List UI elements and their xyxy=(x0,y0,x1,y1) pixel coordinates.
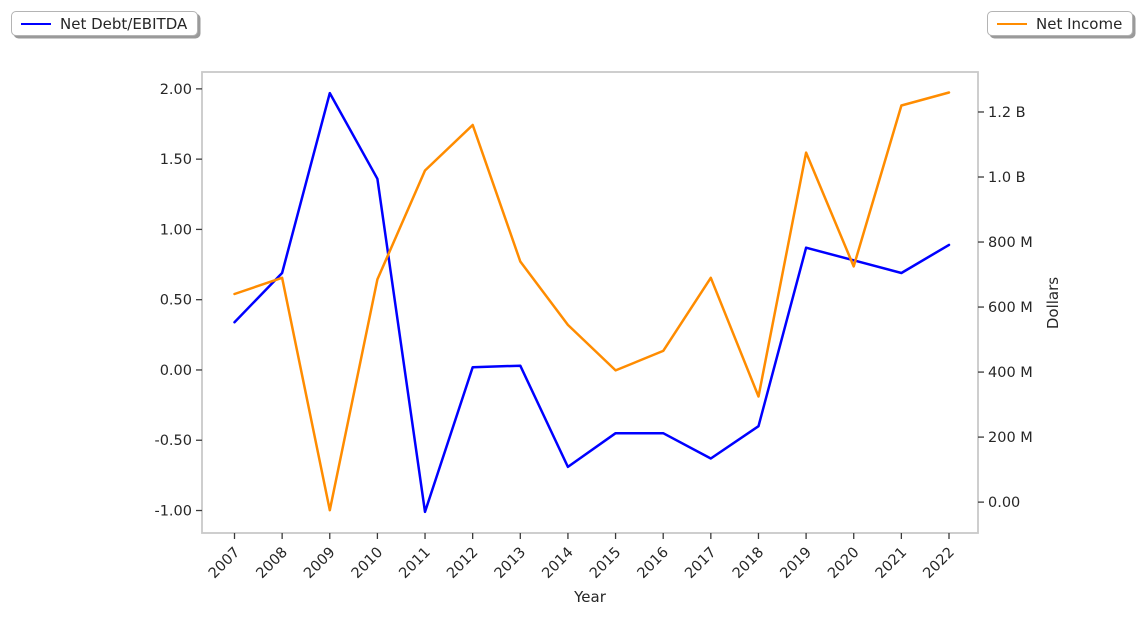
right-y-tick-label: 200 M xyxy=(988,430,1033,446)
left-y-tick-label: 1.00 xyxy=(160,222,192,238)
net-debt-legend-line-icon xyxy=(21,22,51,25)
left-y-tick-label: 2.00 xyxy=(160,82,192,98)
right-y-tick-label: 400 M xyxy=(988,365,1033,381)
x-tick-label: 2021 xyxy=(873,545,910,582)
x-tick-label: 2009 xyxy=(301,545,338,582)
series-line-net-debt-ebitda xyxy=(233,91,951,514)
left-y-tick-label: 0.00 xyxy=(160,363,192,379)
left-y-tick-label: -0.50 xyxy=(154,433,192,449)
legend-net-income: Net Income xyxy=(987,11,1134,36)
x-tick-label: 2014 xyxy=(539,545,576,582)
x-tick-label: 2007 xyxy=(206,545,243,582)
legend-net-income-label: Net Income xyxy=(1036,14,1123,33)
right-y-tick-label: 1.0 B xyxy=(988,170,1026,186)
x-tick-label: 2013 xyxy=(492,545,529,582)
x-tick-label: 2019 xyxy=(778,545,815,582)
right-y-tick-label: 0.00 xyxy=(988,495,1020,511)
legend-net-debt-label: Net Debt/EBITDA xyxy=(60,14,188,33)
left-y-tick-label: 0.50 xyxy=(160,293,192,309)
x-tick-label: 2017 xyxy=(682,545,719,582)
x-tick-label: 2010 xyxy=(349,545,386,582)
left-y-tick-label: -1.00 xyxy=(154,504,192,520)
x-tick-label: 2012 xyxy=(444,545,481,582)
right-y-tick-label: 600 M xyxy=(988,300,1033,316)
right-y-axis-title: Dollars xyxy=(1044,277,1062,329)
x-tick-label: 2020 xyxy=(825,545,862,582)
x-tick-label: 2018 xyxy=(730,545,767,582)
legend-net-debt-ebitda: Net Debt/EBITDA xyxy=(11,11,199,36)
series-line-net-income xyxy=(233,91,951,512)
x-tick-label: 2011 xyxy=(396,545,433,582)
x-tick-label: 2016 xyxy=(635,545,672,582)
x-tick-label: 2022 xyxy=(920,545,957,582)
x-tick-label: 2008 xyxy=(254,545,291,582)
x-tick-label: 2015 xyxy=(587,545,624,582)
left-y-tick-label: 1.50 xyxy=(160,152,192,168)
net-income-legend-line-icon xyxy=(997,22,1027,25)
right-y-tick-label: 1.2 B xyxy=(988,105,1026,121)
plot-border xyxy=(201,71,979,534)
x-axis-title: Year xyxy=(573,588,607,606)
right-y-tick-label: 800 M xyxy=(988,235,1033,251)
